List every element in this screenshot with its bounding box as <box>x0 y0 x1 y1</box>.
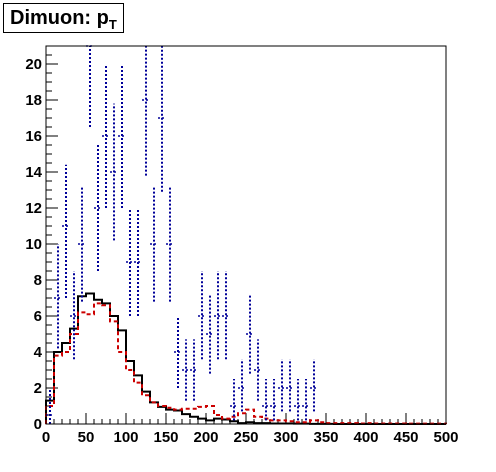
x-tick-label: 450 <box>393 429 418 446</box>
y-tick-label: 16 <box>25 128 42 145</box>
x-tick-label: 200 <box>193 429 218 446</box>
histogram-step-line-2 <box>45 302 447 425</box>
tick-labels: 0 50 100 150 200 250 300 350 400 450 500 0 2 4 6 8 10 12 1… <box>25 56 458 446</box>
y-tick-label: 6 <box>34 308 42 325</box>
y-tick-label: 8 <box>34 272 42 289</box>
histogram-step-line-1 <box>45 292 446 425</box>
chart-title-subscript: T <box>108 17 117 32</box>
x-tick-label: 250 <box>233 429 258 446</box>
x-tick-label: 500 <box>433 429 458 446</box>
x-tick-label: 350 <box>313 429 338 446</box>
y-tick-label: 0 <box>34 416 42 433</box>
y-tick-label: 4 <box>34 344 43 361</box>
x-tick-label: 100 <box>113 429 138 446</box>
y-tick-label: 12 <box>25 200 42 217</box>
x-tick-label: 50 <box>78 429 95 446</box>
y-tick-label: 18 <box>25 92 42 109</box>
y-tick-label: 14 <box>25 164 42 181</box>
x-tick-label: 0 <box>42 429 50 446</box>
x-tick-label: 150 <box>153 429 178 446</box>
y-tick-label: 10 <box>25 236 42 253</box>
chart-title-main: Dimuon: p <box>10 7 109 29</box>
plot-series <box>45 45 447 425</box>
y-tick-label: 20 <box>25 56 42 73</box>
x-tick-label: 300 <box>273 429 298 446</box>
y-tick-label: 2 <box>34 380 42 397</box>
plot-frame <box>45 45 447 425</box>
chart-title: Dimuon: pT <box>3 3 124 33</box>
x-tick-label: 400 <box>353 429 378 446</box>
